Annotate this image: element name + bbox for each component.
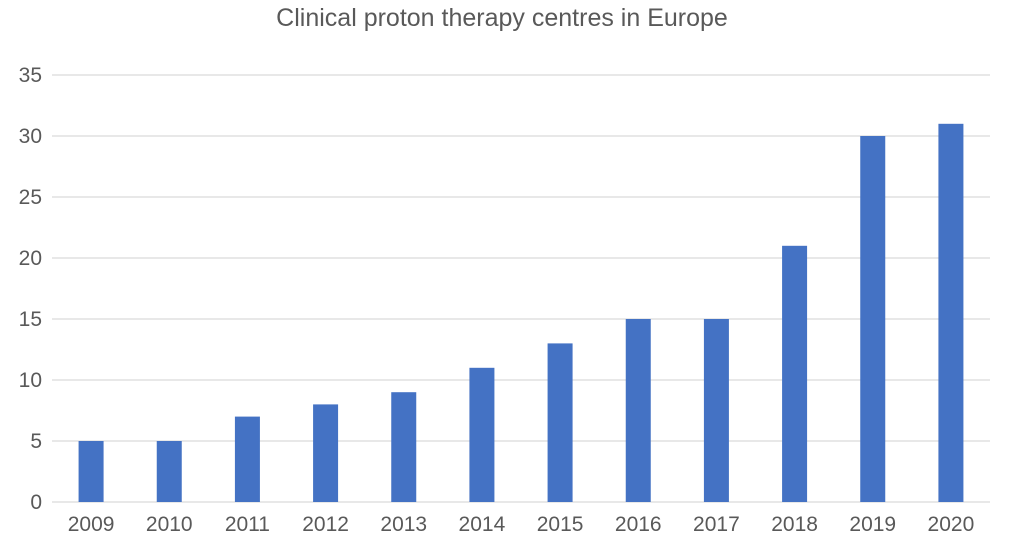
y-tick-label: 20 bbox=[19, 247, 42, 270]
gridlines bbox=[52, 74, 990, 503]
bar-2017 bbox=[703, 319, 729, 502]
y-tick-label: 30 bbox=[19, 125, 42, 148]
bar-2015 bbox=[547, 343, 573, 502]
x-tick-label: 2017 bbox=[693, 513, 740, 536]
bar-2011 bbox=[234, 416, 260, 502]
x-tick-label: 2020 bbox=[928, 513, 975, 536]
bar-2020 bbox=[938, 123, 964, 503]
bar-2016 bbox=[625, 319, 651, 502]
x-tick-label: 2012 bbox=[302, 513, 349, 536]
bar-2012 bbox=[313, 404, 339, 502]
bar-2014 bbox=[469, 367, 495, 502]
bar-2018 bbox=[782, 245, 808, 503]
x-tick-label: 2013 bbox=[380, 513, 427, 536]
y-tick-label: 0 bbox=[30, 491, 42, 514]
x-tick-label: 2011 bbox=[225, 513, 270, 536]
x-tick-label: 2009 bbox=[68, 513, 115, 536]
y-tick-label: 15 bbox=[19, 308, 42, 331]
x-tick-label: 2014 bbox=[459, 513, 506, 536]
x-tick-label: 2019 bbox=[849, 513, 896, 536]
bar-2013 bbox=[391, 392, 417, 502]
bar-2010 bbox=[156, 441, 182, 502]
y-tick-label: 10 bbox=[19, 369, 42, 392]
y-tick-label: 35 bbox=[19, 64, 42, 87]
bars bbox=[78, 123, 964, 503]
x-tick-label: 2016 bbox=[615, 513, 662, 536]
chart-title: Clinical proton therapy centres in Europ… bbox=[276, 4, 728, 32]
x-tick-label: 2018 bbox=[771, 513, 818, 536]
y-tick-label: 25 bbox=[19, 186, 42, 209]
x-tick-label: 2010 bbox=[146, 513, 193, 536]
bar-2009 bbox=[78, 441, 104, 502]
bar-2019 bbox=[860, 136, 886, 502]
x-tick-label: 2015 bbox=[537, 513, 584, 536]
y-tick-label: 5 bbox=[30, 430, 42, 453]
y-axis-ticks: 0 5 10 15 20 25 30 35 bbox=[19, 64, 42, 514]
x-axis-ticks: 2009 2010 2011 2012 2013 2014 2015 2016 2017 2018… bbox=[68, 513, 975, 536]
